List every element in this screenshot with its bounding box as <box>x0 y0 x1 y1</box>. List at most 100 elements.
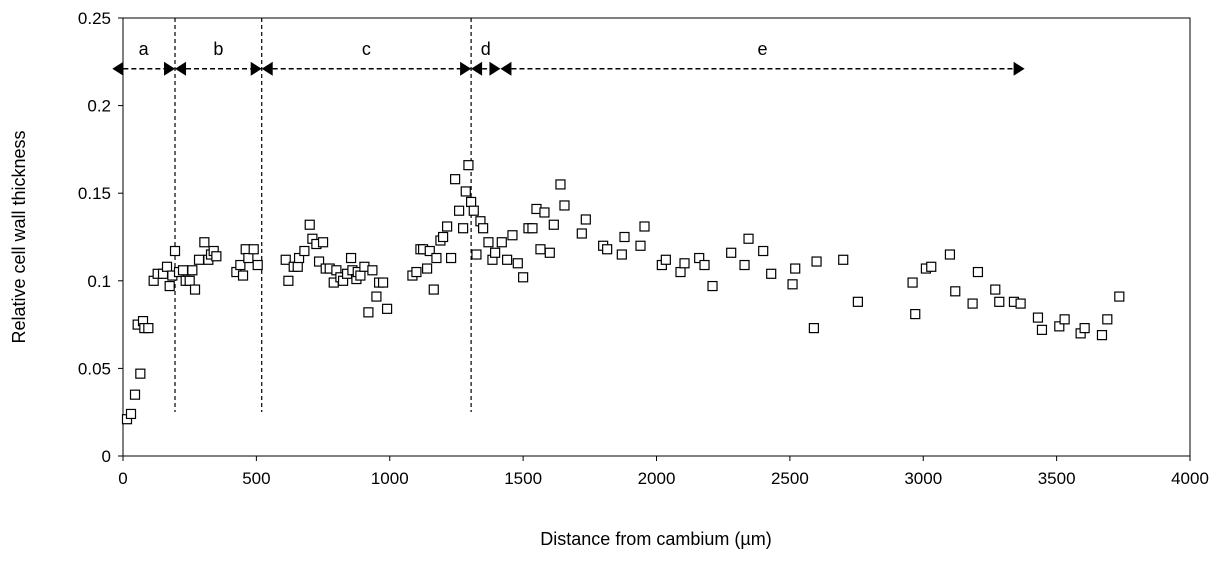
data-point <box>161 261 173 272</box>
zone-label: e <box>758 39 768 59</box>
data-point <box>280 254 291 265</box>
data-point <box>438 231 449 243</box>
y-tick-label: 0.25 <box>78 9 111 28</box>
data-point <box>1114 291 1125 302</box>
y-tick-label: 0 <box>102 447 111 466</box>
zone-arrow-head-left <box>500 61 512 76</box>
data-point <box>355 270 366 281</box>
data-point <box>535 244 546 255</box>
data-point <box>490 247 501 258</box>
data-point <box>460 186 471 197</box>
data-point <box>967 298 978 309</box>
x-tick-label: 3500 <box>1038 469 1076 488</box>
zone-arrows: a b c d e <box>112 39 1025 76</box>
data-point <box>189 284 201 295</box>
data-point <box>468 205 479 216</box>
data-point <box>483 237 494 248</box>
data-point <box>471 249 482 260</box>
data-point <box>135 368 146 379</box>
zone-arrow-head-right <box>1013 61 1025 76</box>
data-point <box>972 266 984 278</box>
data-point <box>367 265 378 276</box>
data-point <box>428 284 439 295</box>
data-point <box>548 219 559 230</box>
data-point <box>458 223 469 234</box>
data-point <box>518 272 529 283</box>
x-axis-ticks: 0 500 1000 1500 2000 2500 3000 3500 4000 <box>118 456 1209 488</box>
x-tick-label: 2500 <box>771 469 809 488</box>
data-point <box>990 284 1001 295</box>
data-point <box>421 263 433 274</box>
data-point <box>199 237 210 248</box>
data-point <box>377 277 389 288</box>
data-point <box>345 252 357 264</box>
data-point <box>169 245 181 257</box>
y-axis-ticks: 0 0.05 0.1 0.15 0.2 0.25 <box>78 9 123 466</box>
data-point <box>787 279 798 290</box>
plot-area-frame <box>122 17 1191 457</box>
x-axis-title: Distance from cambium (µm) <box>540 529 771 549</box>
data-point <box>424 245 435 257</box>
data-point <box>944 249 956 260</box>
data-point <box>559 200 570 211</box>
x-tick-label: 3000 <box>904 469 942 488</box>
data-point <box>381 303 393 314</box>
x-tick-label: 2000 <box>638 469 676 488</box>
y-axis-title: Relative cell wall thickness <box>9 130 29 343</box>
data-point <box>635 240 646 251</box>
data-point <box>1032 312 1044 323</box>
data-point <box>283 275 294 286</box>
data-point <box>193 254 205 265</box>
data-point <box>292 261 303 272</box>
data-point <box>766 268 777 279</box>
data-point <box>478 223 489 234</box>
data-point <box>1015 298 1026 309</box>
data-point <box>431 252 442 264</box>
data-point <box>1059 314 1070 325</box>
data-point <box>184 275 195 286</box>
data-point <box>466 196 477 208</box>
data-point <box>576 228 587 239</box>
data-point <box>544 247 555 258</box>
y-tick-label: 0.1 <box>87 272 111 291</box>
data-point <box>811 256 822 267</box>
data-point <box>313 256 325 267</box>
data-point <box>527 223 538 234</box>
zone-arrow-head-left <box>112 61 124 76</box>
data-point <box>304 219 315 230</box>
data-point <box>293 252 305 264</box>
data-point <box>507 230 518 241</box>
data-point <box>252 259 263 271</box>
zone-arrow-head-right <box>460 61 472 76</box>
data-point <box>442 221 453 232</box>
data-point <box>164 280 175 292</box>
zone-arrow-head-left <box>261 61 273 76</box>
data-point <box>496 237 507 248</box>
x-tick-label: 1000 <box>371 469 409 488</box>
zone-boundary-lines <box>174 18 472 412</box>
y-tick-label: 0.05 <box>78 359 111 378</box>
data-point <box>907 277 918 288</box>
data-point <box>1079 323 1090 334</box>
data-point <box>808 323 819 334</box>
data-point <box>299 245 310 257</box>
zone-arrow-head-right <box>164 61 176 76</box>
data-point <box>211 251 222 262</box>
zone-arrow-head-left <box>471 61 483 76</box>
data-point <box>463 160 474 171</box>
data-point <box>512 258 523 269</box>
data-point <box>363 307 374 318</box>
data-point <box>411 266 422 278</box>
data-point <box>177 265 189 276</box>
zone-arrow-head-right <box>489 61 501 76</box>
data-point <box>679 258 690 269</box>
data-point <box>235 259 246 271</box>
data-point <box>910 308 921 320</box>
data-point <box>699 259 710 271</box>
x-tick-label: 4000 <box>1171 469 1209 488</box>
data-point <box>580 214 591 225</box>
data-point <box>602 244 613 255</box>
data-point <box>129 389 141 400</box>
data-point <box>743 233 754 244</box>
